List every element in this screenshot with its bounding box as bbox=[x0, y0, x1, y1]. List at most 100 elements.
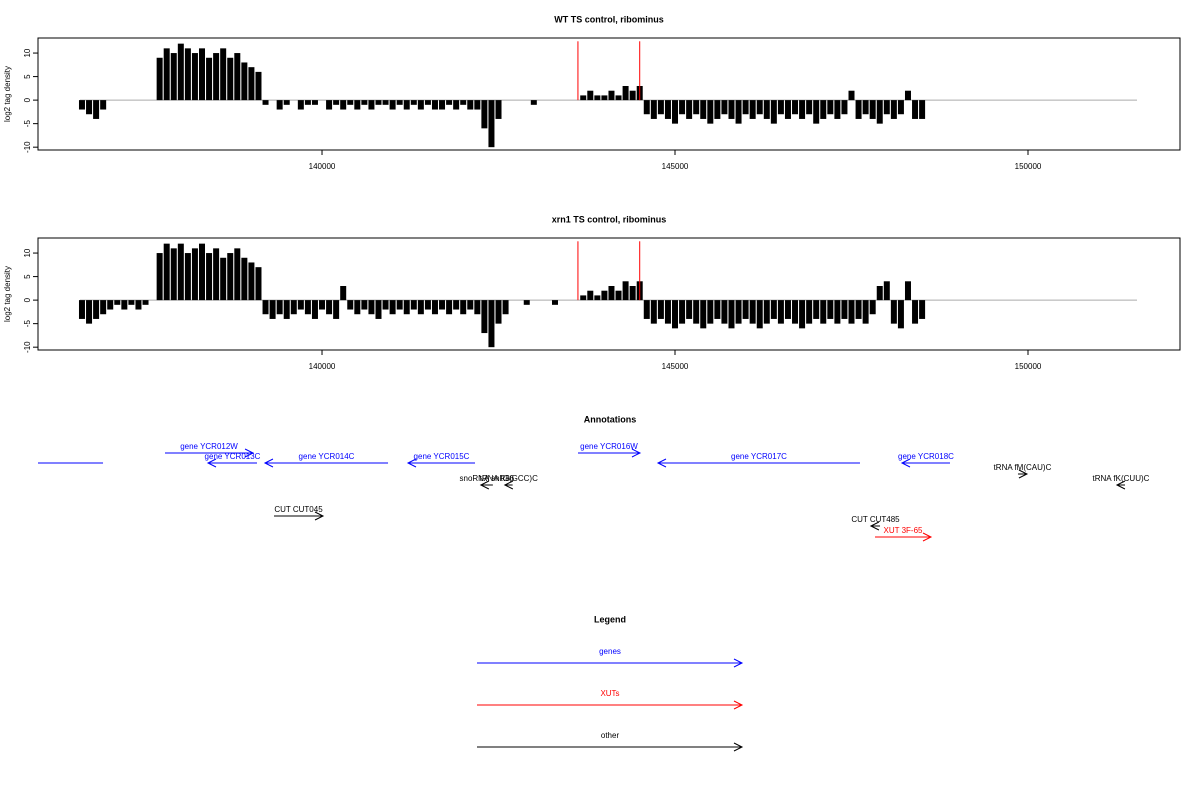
density-bar bbox=[93, 300, 100, 319]
density-bar bbox=[876, 286, 883, 301]
density-bar bbox=[361, 300, 368, 310]
density-bar bbox=[368, 100, 375, 110]
density-bar bbox=[841, 100, 848, 115]
density-bar bbox=[735, 300, 742, 324]
density-bar bbox=[897, 300, 904, 329]
density-bar bbox=[431, 100, 438, 110]
y-tick-label: -10 bbox=[23, 141, 32, 153]
density-bar bbox=[594, 295, 601, 301]
feature-label: gene YCR012W bbox=[180, 442, 238, 451]
y-tick-label: 10 bbox=[23, 248, 32, 257]
legend-label: genes bbox=[599, 647, 621, 656]
density-bar bbox=[431, 300, 438, 315]
density-bar bbox=[382, 100, 389, 105]
density-bar bbox=[163, 48, 170, 101]
density-bar bbox=[488, 100, 495, 148]
density-bar bbox=[502, 300, 509, 315]
density-bar bbox=[890, 100, 897, 119]
density-bar bbox=[799, 100, 806, 119]
density-bar bbox=[191, 53, 198, 101]
density-bar bbox=[177, 243, 184, 301]
density-bar bbox=[163, 243, 170, 301]
y-axis-label: log2 tag density bbox=[3, 66, 12, 122]
feature-label: snoRNA snR86 bbox=[460, 474, 515, 483]
arrowhead bbox=[656, 458, 667, 468]
density-bar bbox=[530, 100, 537, 105]
y-axis-label: log2 tag density bbox=[3, 266, 12, 322]
density-bar bbox=[912, 100, 919, 119]
density-bar bbox=[460, 300, 467, 315]
density-bar bbox=[417, 100, 424, 110]
x-tick-label: 145000 bbox=[662, 162, 689, 171]
density-bar bbox=[862, 300, 869, 324]
density-bar bbox=[347, 100, 354, 105]
density-bar bbox=[897, 100, 904, 115]
density-bar bbox=[495, 300, 502, 324]
density-bar bbox=[587, 290, 594, 301]
density-bar bbox=[375, 300, 382, 319]
density-bar bbox=[135, 300, 142, 310]
density-bar bbox=[855, 300, 862, 319]
density-bar bbox=[622, 86, 629, 101]
arrowhead bbox=[244, 448, 255, 458]
arrowhead bbox=[314, 511, 325, 521]
density-bar bbox=[199, 243, 206, 301]
y-tick-label: 0 bbox=[23, 97, 32, 102]
density-bar bbox=[403, 300, 410, 315]
density-bar bbox=[326, 100, 333, 110]
density-bar bbox=[354, 300, 361, 315]
density-bar bbox=[333, 100, 340, 105]
density-bar bbox=[601, 290, 608, 301]
density-bar bbox=[177, 43, 184, 101]
density-bar bbox=[912, 300, 919, 324]
density-bar bbox=[319, 300, 326, 310]
density-bar bbox=[629, 90, 636, 101]
density-bar bbox=[679, 100, 686, 115]
density-bar bbox=[439, 100, 446, 110]
density-bar bbox=[657, 100, 664, 115]
x-tick-label: 150000 bbox=[1015, 162, 1042, 171]
density-bar bbox=[904, 90, 911, 101]
density-bar bbox=[876, 100, 883, 124]
density-bar bbox=[234, 53, 241, 101]
density-bar bbox=[608, 90, 615, 101]
density-bar bbox=[213, 248, 220, 301]
density-bar bbox=[248, 67, 255, 101]
density-bar bbox=[213, 53, 220, 101]
density-bar bbox=[551, 300, 558, 305]
density-bar bbox=[890, 300, 897, 324]
density-bar bbox=[156, 253, 163, 301]
density-bar bbox=[869, 100, 876, 119]
density-bar bbox=[523, 300, 530, 305]
feature-label: gene YCR014C bbox=[299, 452, 355, 461]
density-bar bbox=[206, 253, 213, 301]
density-bar bbox=[834, 100, 841, 119]
density-bar bbox=[410, 100, 417, 105]
density-bar bbox=[460, 100, 467, 105]
density-bar bbox=[820, 300, 827, 324]
density-bar bbox=[481, 100, 488, 129]
density-bar bbox=[862, 100, 869, 115]
density-bar bbox=[467, 100, 474, 110]
density-bar bbox=[749, 100, 756, 119]
density-bar bbox=[714, 300, 721, 319]
density-bar bbox=[580, 295, 587, 301]
feature-label: gene YCR013C bbox=[205, 452, 261, 461]
density-bar bbox=[467, 300, 474, 310]
density-bar bbox=[495, 100, 502, 119]
density-bar bbox=[347, 300, 354, 310]
density-bar bbox=[417, 300, 424, 315]
density-bar bbox=[269, 300, 276, 319]
arrowhead bbox=[479, 480, 490, 490]
density-bar bbox=[883, 281, 890, 301]
y-tick-label: -10 bbox=[23, 341, 32, 353]
y-tick-label: 5 bbox=[23, 74, 32, 79]
density-bar bbox=[78, 100, 85, 110]
density-bar bbox=[608, 286, 615, 301]
density-bar bbox=[770, 300, 777, 319]
density-bar bbox=[170, 53, 177, 101]
density-bar bbox=[587, 90, 594, 101]
density-bar bbox=[784, 100, 791, 119]
feature-label: CUT CUT485 bbox=[851, 515, 900, 524]
density-bar bbox=[290, 300, 297, 315]
